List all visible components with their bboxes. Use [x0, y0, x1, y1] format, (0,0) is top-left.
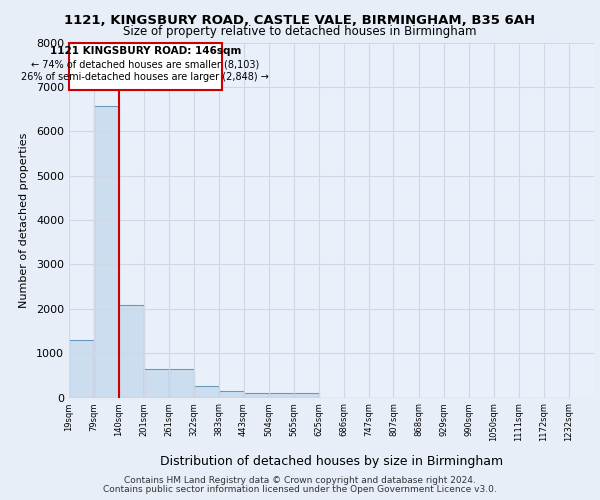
Bar	[144, 368, 169, 398]
Bar	[119, 305, 144, 398]
Bar	[69, 340, 94, 398]
Y-axis label: Number of detached properties: Number of detached properties	[19, 132, 29, 308]
Text: 1121 KINGSBURY ROAD: 146sqm: 1121 KINGSBURY ROAD: 146sqm	[50, 46, 241, 56]
Bar	[269, 393, 294, 398]
Bar	[294, 393, 319, 398]
X-axis label: Distribution of detached houses by size in Birmingham: Distribution of detached houses by size …	[160, 455, 503, 468]
Text: 1121, KINGSBURY ROAD, CASTLE VALE, BIRMINGHAM, B35 6AH: 1121, KINGSBURY ROAD, CASTLE VALE, BIRMI…	[64, 14, 536, 27]
Text: ← 74% of detached houses are smaller (8,103): ← 74% of detached houses are smaller (8,…	[31, 59, 260, 69]
Bar	[244, 393, 269, 398]
Text: Contains HM Land Registry data © Crown copyright and database right 2024.: Contains HM Land Registry data © Crown c…	[124, 476, 476, 485]
Text: Contains public sector information licensed under the Open Government Licence v3: Contains public sector information licen…	[103, 484, 497, 494]
Bar	[94, 106, 119, 398]
Bar	[219, 391, 244, 398]
Text: Size of property relative to detached houses in Birmingham: Size of property relative to detached ho…	[123, 25, 477, 38]
Text: 26% of semi-detached houses are larger (2,848) →: 26% of semi-detached houses are larger (…	[22, 72, 269, 82]
Bar	[69, 42, 222, 90]
Bar	[169, 369, 194, 398]
Bar	[194, 386, 219, 398]
